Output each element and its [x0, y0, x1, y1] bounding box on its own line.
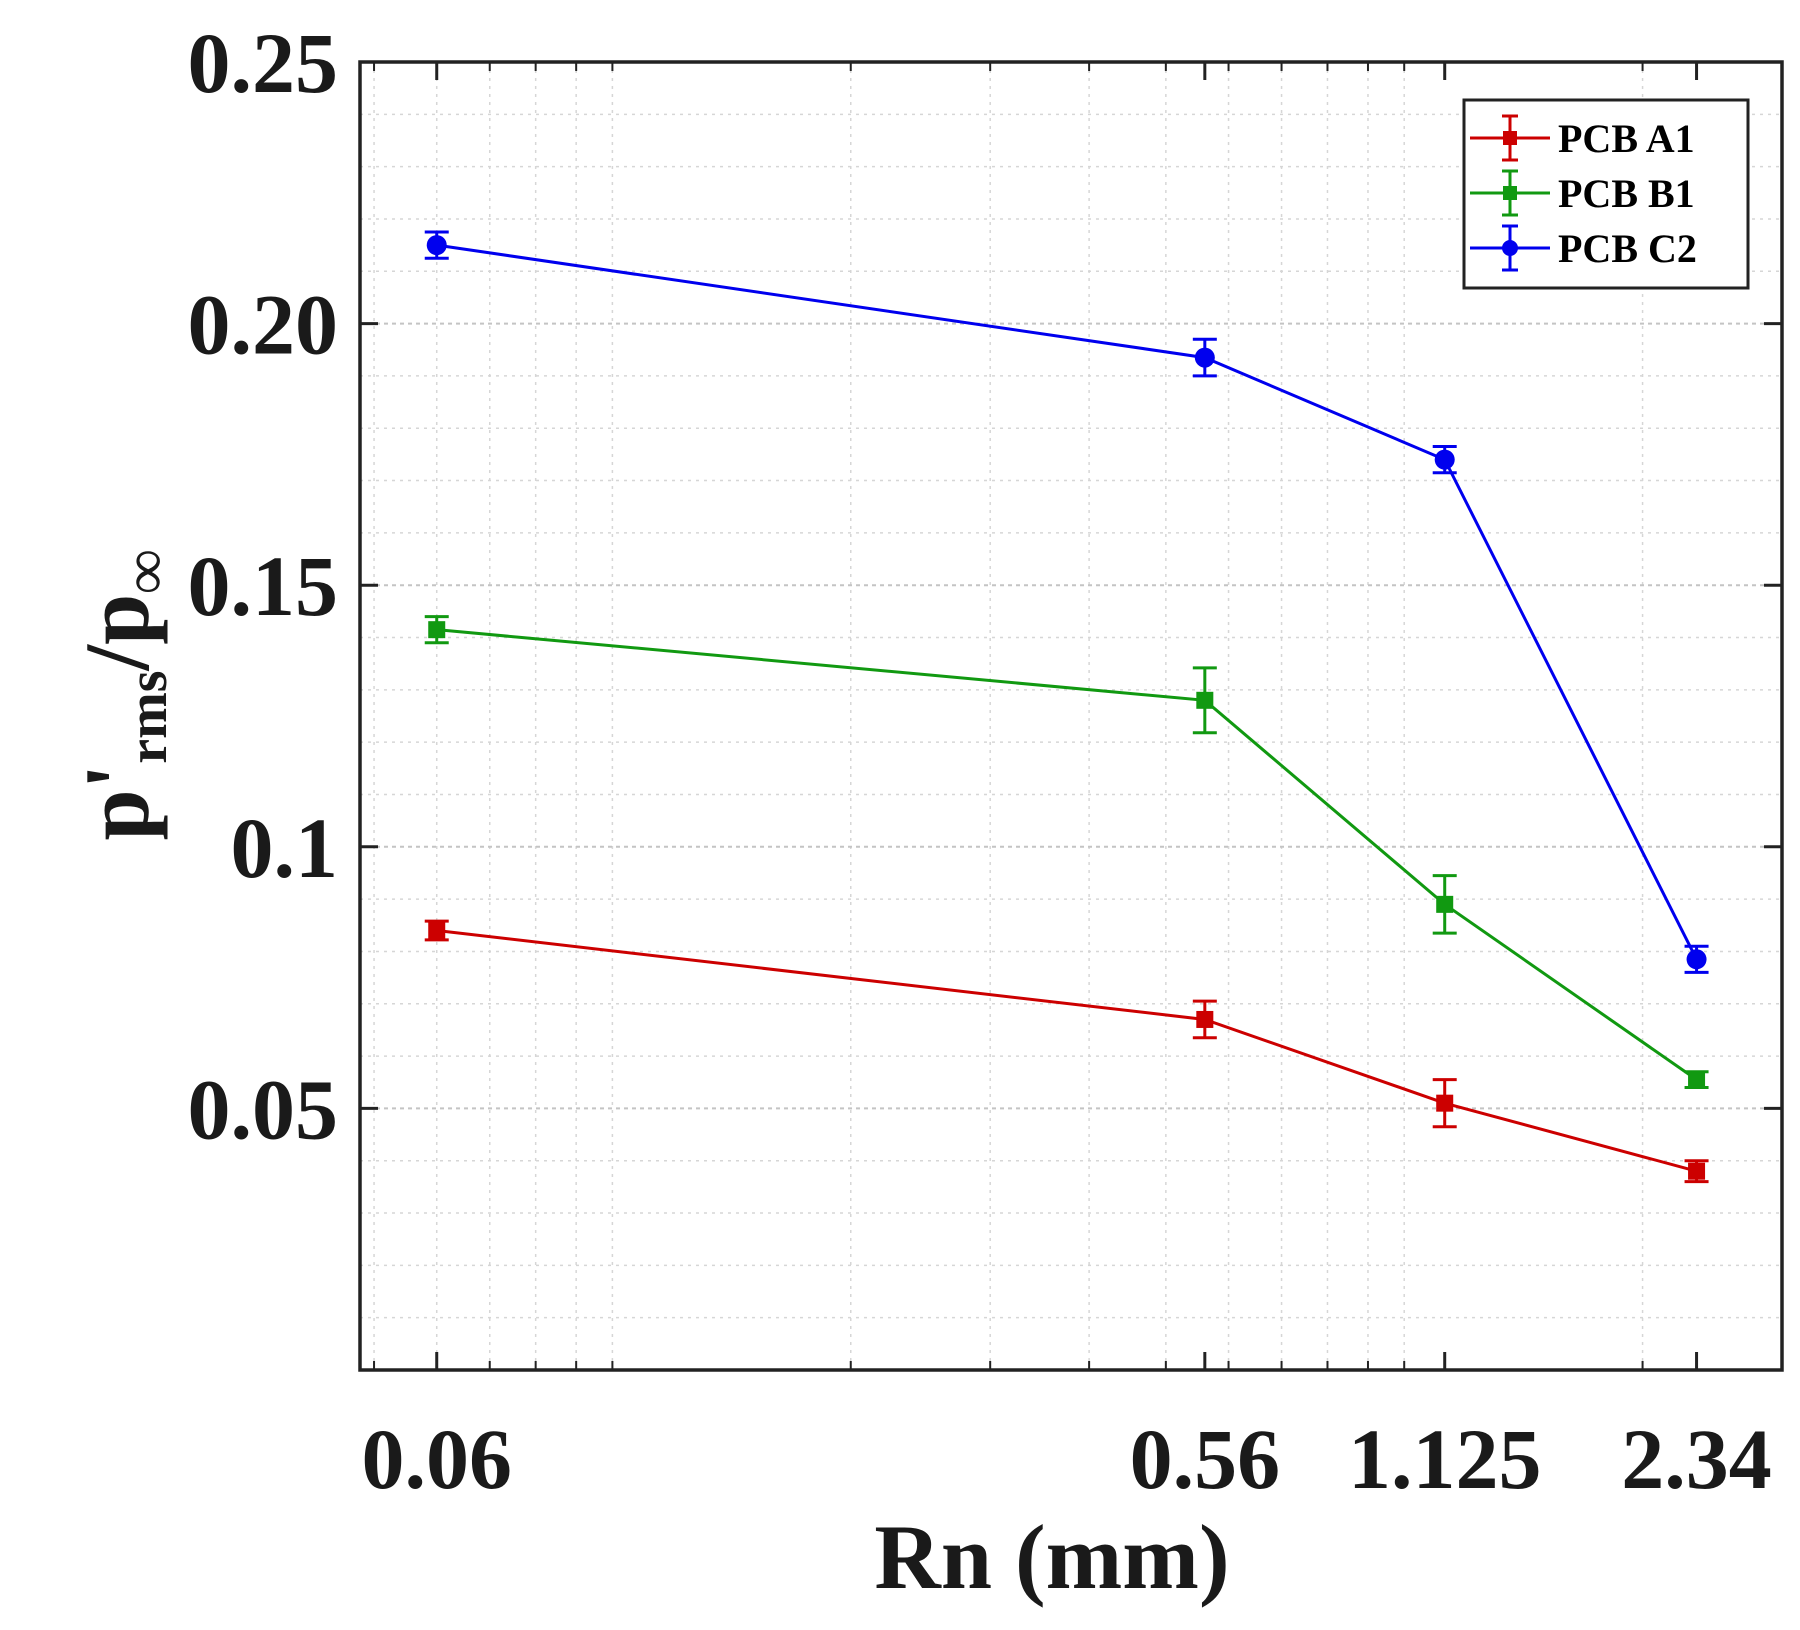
series-line [436, 628, 1698, 1081]
y-tick-label: 0.25 [188, 15, 339, 111]
series-layer [424, 230, 1709, 1184]
y-label-prime: ' [66, 764, 168, 790]
x-tick-label: 1.125 [1348, 1411, 1542, 1507]
data-point [426, 235, 447, 256]
data-point [1436, 895, 1454, 913]
x-tick-label: 0.56 [1130, 1411, 1281, 1507]
data-point [1688, 1071, 1706, 1089]
legend: PCB A1 PCB B1 PCB C2 [1462, 98, 1750, 290]
svg-text:p'rms/p∞: p'rms/p∞ [66, 550, 180, 841]
series-pcb-c2 [424, 230, 1709, 974]
y-label-subscript2: ∞ [112, 550, 180, 594]
data-point [1196, 691, 1214, 709]
series-line [436, 929, 1697, 1173]
y-tick-label: 0.05 [188, 1061, 339, 1157]
legend-item: PCB B1 [1470, 169, 1695, 217]
plot-frame [358, 60, 1784, 1372]
data-point [1194, 347, 1215, 368]
y-label-subscript: rms [117, 670, 179, 763]
y-tick-label: 0.20 [188, 277, 339, 373]
series-line [436, 243, 1698, 960]
data-point [1688, 1162, 1706, 1180]
data-point [428, 621, 446, 639]
x-tick-label: 2.34 [1621, 1411, 1772, 1507]
x-tick-label: 0.06 [361, 1411, 512, 1507]
data-point [1434, 449, 1455, 470]
tick-marks [360, 60, 1782, 1370]
legend-marker [1502, 240, 1518, 256]
data-point [1686, 949, 1707, 970]
legend-item: PCB A1 [1470, 114, 1695, 162]
legend-marker [1503, 186, 1517, 200]
data-point [428, 922, 446, 940]
y-label-base: p [66, 789, 168, 840]
legend-label: PCB A1 [1558, 116, 1695, 161]
y-axis-label: p'rms/p∞ [66, 550, 180, 841]
series-pcb-b1 [424, 615, 1709, 1089]
y-label-slash: /p [66, 594, 168, 672]
legend-item: PCB C2 [1470, 224, 1697, 272]
tick-labels: 0.05 0.1 0.15 0.20 0.25 0.06 0.56 1.125 2.34 [188, 15, 1772, 1507]
legend-marker [1503, 131, 1517, 145]
y-tick-label: 0.15 [188, 538, 339, 634]
legend-label: PCB C2 [1558, 226, 1697, 271]
data-point [1196, 1010, 1214, 1028]
series-pcb-a1 [424, 919, 1709, 1184]
x-axis-label: Rn (mm) [874, 1506, 1229, 1608]
data-point [1436, 1094, 1454, 1112]
legend-label: PCB B1 [1558, 171, 1695, 216]
y-tick-label: 0.1 [231, 800, 339, 896]
